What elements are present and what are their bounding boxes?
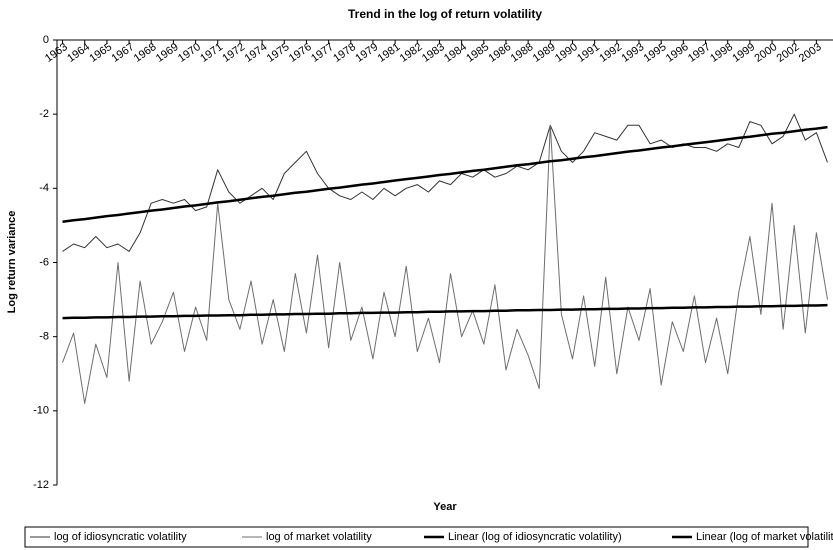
y-tick-label: -8	[39, 331, 49, 343]
x-tick-label: 1986	[486, 41, 513, 65]
x-tick-label: 1995	[642, 41, 669, 65]
y-tick-label: -6	[39, 256, 49, 268]
legend-label: Linear (log of idiosyncratic volatility)	[448, 531, 622, 543]
x-tick-label: 1993	[619, 41, 646, 65]
x-tick-label: 1981	[376, 41, 403, 65]
series-line	[62, 124, 828, 404]
legend-label: log of idiosyncratic volatility	[54, 531, 187, 543]
y-tick-label: 0	[43, 34, 49, 46]
x-tick-label: 2002	[775, 41, 802, 65]
legend-label: log of market volatility	[266, 531, 372, 543]
y-tick-label: -12	[33, 479, 49, 491]
x-tick-label: 1979	[353, 41, 380, 65]
x-tick-label: 1999	[730, 41, 757, 65]
x-tick-label: 1974	[243, 41, 270, 65]
y-axis-label: Log return variance	[6, 211, 18, 314]
x-tick-label: 1991	[575, 41, 602, 65]
x-tick-label: 1972	[220, 41, 247, 65]
x-tick-label: 1969	[154, 41, 181, 65]
x-tick-label: 1985	[464, 41, 491, 65]
x-tick-label: 1989	[531, 41, 558, 65]
x-tick-label: 1998	[708, 41, 735, 65]
x-tick-label: 1971	[198, 41, 225, 65]
x-tick-label: 1997	[686, 41, 713, 65]
x-axis-label: Year	[433, 501, 457, 513]
x-tick-label: 1977	[309, 41, 336, 65]
x-tick-label: 1965	[87, 41, 114, 65]
legend-box	[24, 526, 809, 548]
x-tick-label: 1975	[265, 41, 292, 65]
x-tick-label: 2003	[797, 41, 824, 65]
x-tick-label: 1988	[509, 41, 536, 65]
series-line	[62, 303, 828, 320]
y-tick-label: -2	[39, 108, 49, 120]
chart-title: Trend in the log of return volatility	[348, 7, 542, 21]
legend-label: Linear (log of market volatility)	[696, 531, 833, 543]
x-tick-label: 1984	[442, 41, 469, 65]
x-tick-label: 1968	[132, 41, 159, 65]
x-tick-label: 1982	[398, 41, 425, 65]
x-tick-label: 1996	[664, 41, 691, 65]
x-tick-label: 1978	[331, 41, 358, 65]
x-tick-label: 1970	[176, 41, 203, 65]
x-tick-label: 2000	[752, 41, 779, 65]
x-tick-label: 1964	[65, 41, 92, 65]
x-tick-label: 1992	[597, 41, 624, 65]
series-line	[62, 125, 828, 223]
series-line	[62, 113, 828, 252]
y-tick-label: -10	[33, 405, 49, 417]
x-tick-label: 1967	[110, 41, 137, 65]
x-tick-label: 1976	[287, 41, 314, 65]
y-tick-label: -4	[39, 182, 49, 194]
x-tick-label: 1990	[553, 41, 580, 65]
x-tick-label: 1983	[420, 41, 447, 65]
